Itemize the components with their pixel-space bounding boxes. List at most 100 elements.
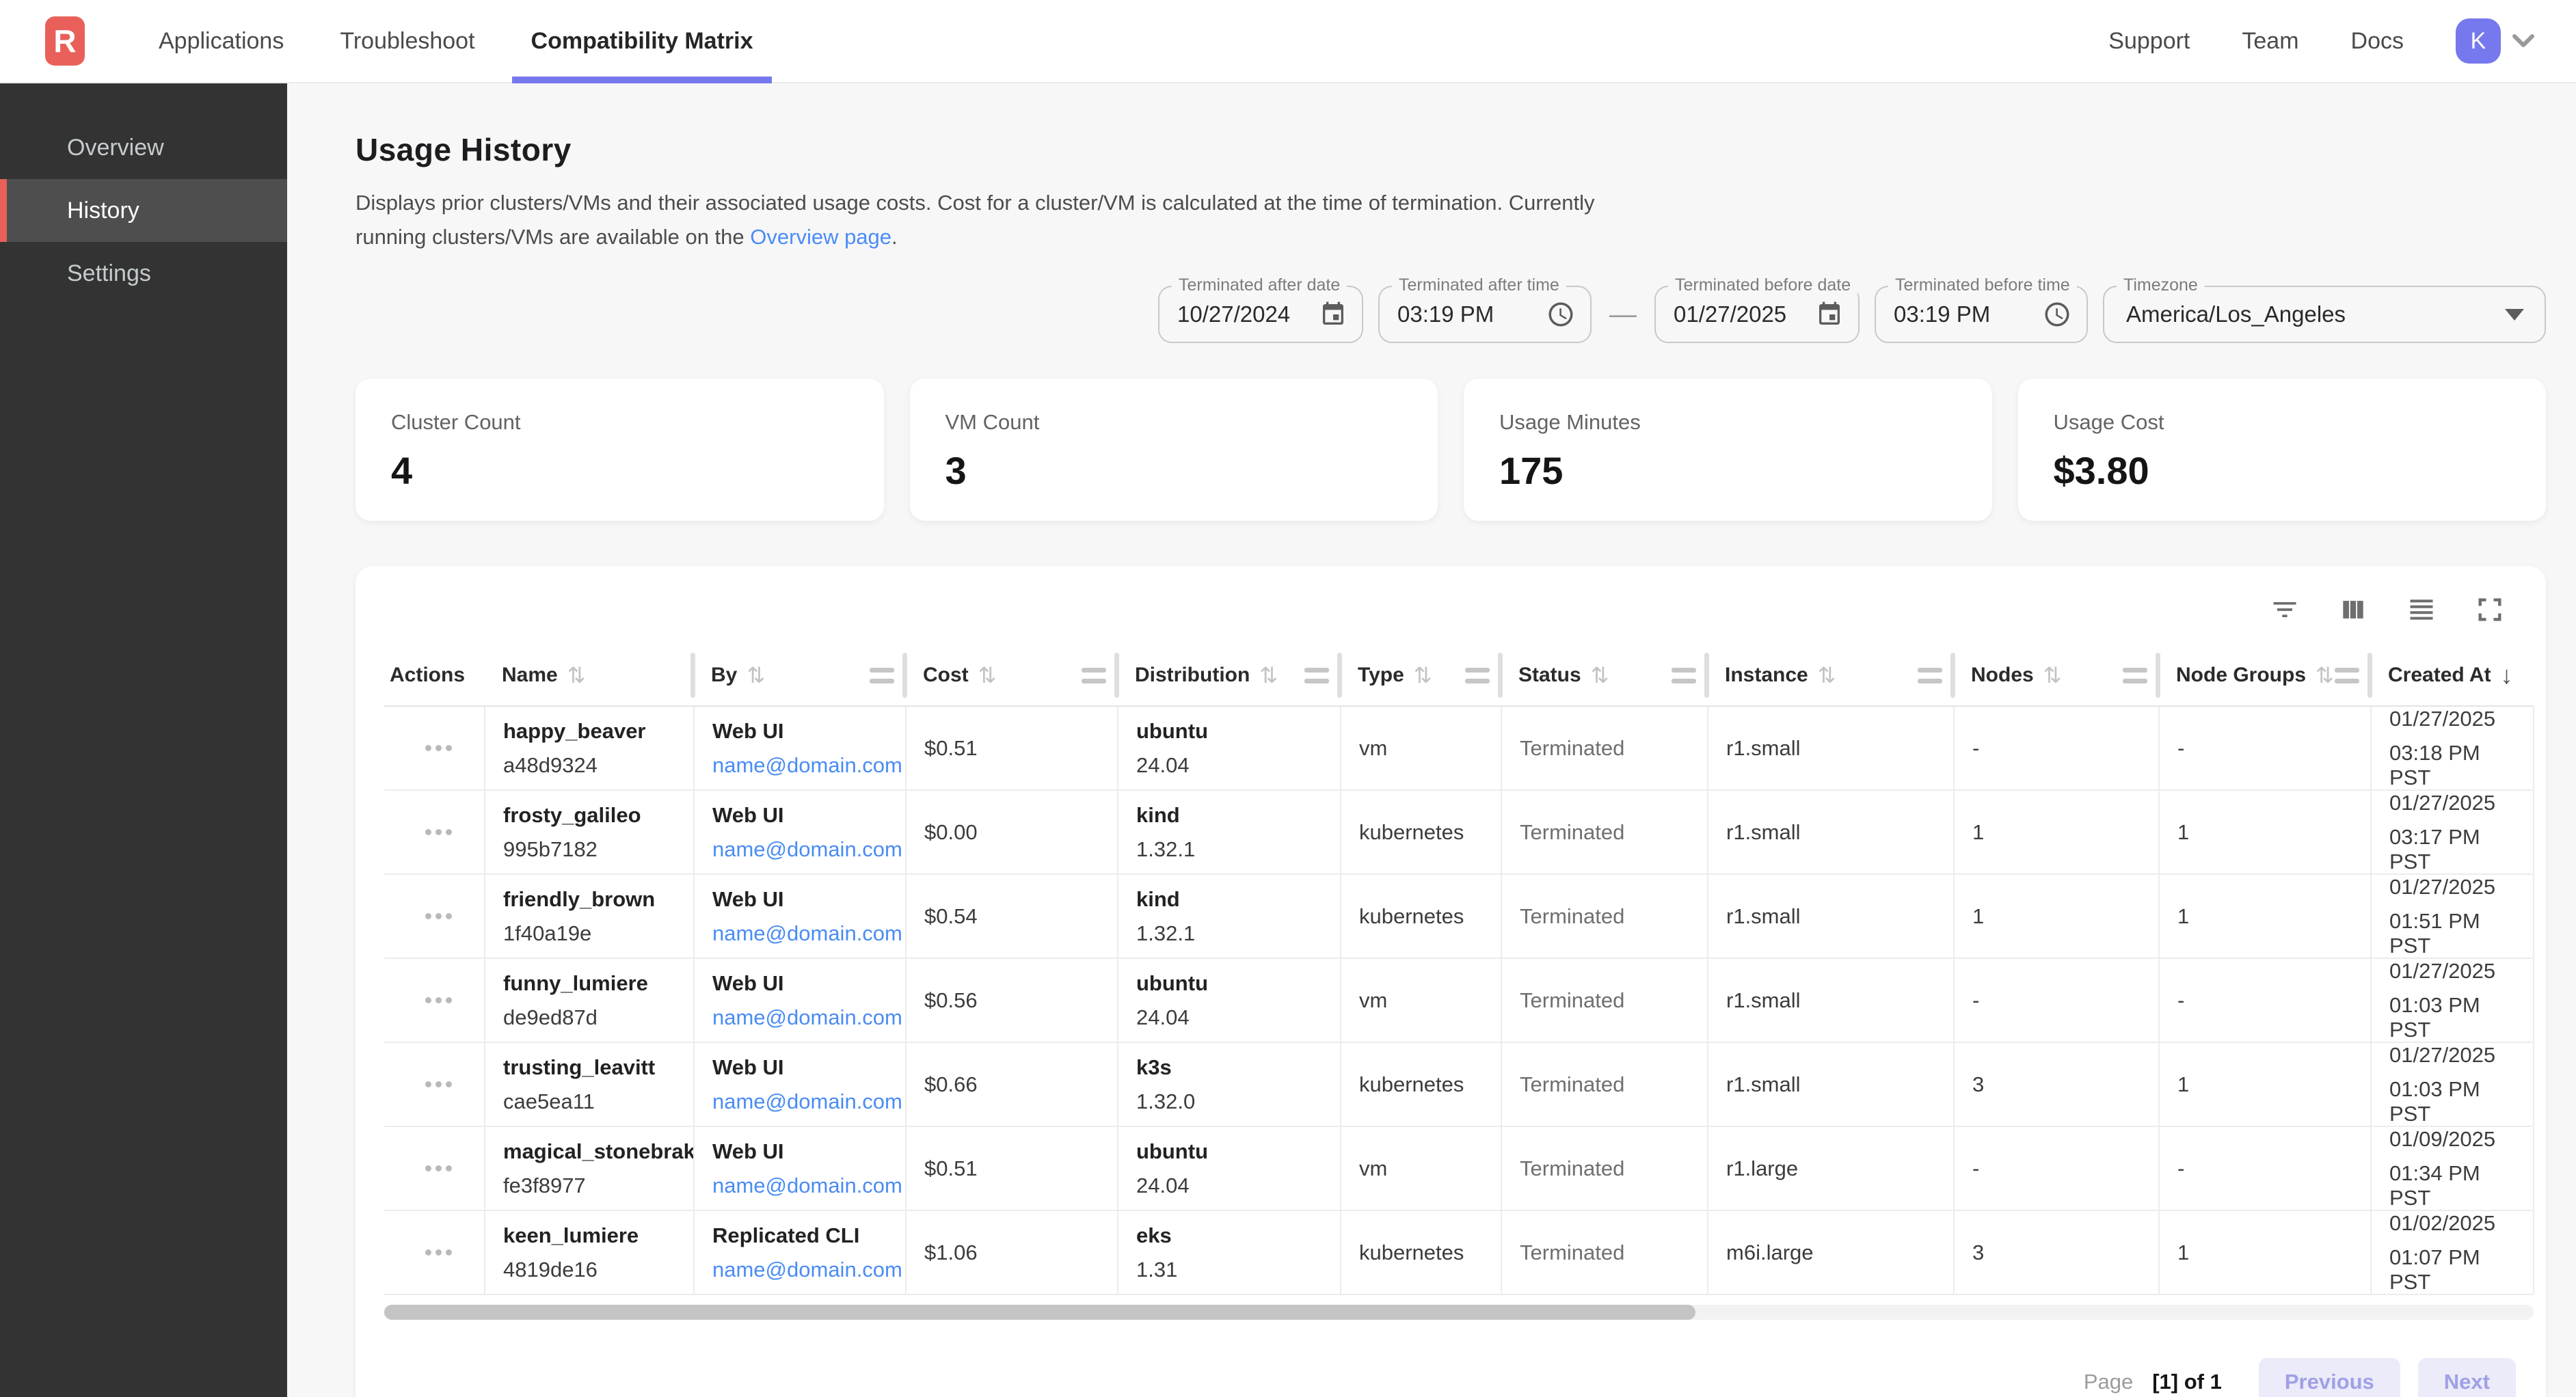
column-menu-icon[interactable] — [1082, 668, 1106, 683]
sort-icon[interactable]: ⇅ — [747, 662, 765, 688]
status-cell: Terminated — [1501, 875, 1707, 958]
created-date: 01/09/2025 — [2389, 1127, 2523, 1152]
sort-icon[interactable]: ⇅ — [1414, 662, 1432, 688]
previous-button[interactable]: Previous — [2259, 1358, 2400, 1397]
density-icon[interactable] — [2406, 595, 2437, 625]
sidebar-item[interactable]: Overview — [0, 116, 287, 179]
column-header[interactable]: Cost ⇅ — [905, 645, 1117, 705]
row-actions-icon[interactable] — [425, 913, 452, 919]
status-cell: Terminated — [1501, 1127, 1707, 1210]
nav-item[interactable]: Team — [2242, 28, 2298, 55]
nav-item[interactable]: Docs — [2351, 28, 2404, 55]
time-value[interactable]: 03:19 PM — [1397, 301, 1534, 327]
date-value[interactable]: 10/27/2024 — [1177, 301, 1307, 327]
sort-icon[interactable]: ↓ — [2501, 661, 2513, 690]
row-actions-icon[interactable] — [425, 745, 452, 751]
row-actions-icon[interactable] — [425, 997, 452, 1003]
date-value[interactable]: 01/27/2025 — [1674, 301, 1803, 327]
sort-icon[interactable]: ⇅ — [978, 662, 997, 688]
chevron-down-icon[interactable] — [2512, 33, 2535, 49]
sort-icon[interactable]: ⇅ — [1591, 662, 1609, 688]
column-header[interactable]: Created At ↓ — [2370, 645, 2534, 705]
column-menu-icon[interactable] — [1918, 668, 1942, 683]
pagination: Page [1] of 1 Previous Next — [384, 1358, 2534, 1397]
next-button[interactable]: Next — [2418, 1358, 2516, 1397]
distribution-name: kind — [1136, 887, 1330, 912]
sort-icon[interactable]: ⇅ — [567, 662, 586, 688]
sidebar-item[interactable]: History — [0, 179, 287, 242]
fullscreen-icon[interactable] — [2475, 595, 2505, 625]
column-menu-icon[interactable] — [1304, 668, 1329, 683]
column-menu-icon[interactable] — [2335, 668, 2359, 683]
terminated-before-time-field[interactable]: Terminated before time 03:19 PM — [1875, 286, 2088, 343]
cluster-id: fe3f8977 — [503, 1174, 684, 1198]
created-by-email-link[interactable]: name@domain.com — [712, 753, 896, 778]
filter-icon[interactable] — [2270, 595, 2300, 625]
sort-icon[interactable]: ⇅ — [2316, 662, 2334, 688]
clock-icon[interactable] — [1546, 300, 1575, 329]
stat-label: Usage Cost — [2054, 410, 2511, 435]
terminated-before-date-field[interactable]: Terminated before date 01/27/2025 — [1654, 286, 1860, 343]
distribution-cell: ubuntu 24.04 — [1117, 707, 1340, 789]
account-menu[interactable]: K — [2456, 18, 2535, 64]
brand-logo[interactable]: R — [45, 16, 85, 66]
dropdown-arrow-icon[interactable] — [2505, 309, 2524, 321]
column-menu-icon[interactable] — [870, 668, 894, 683]
sort-icon[interactable]: ⇅ — [1259, 662, 1278, 688]
column-menu-icon[interactable] — [1465, 668, 1490, 683]
row-actions-icon[interactable] — [425, 1249, 452, 1256]
distribution-version: 1.32.0 — [1136, 1089, 1330, 1114]
calendar-icon[interactable] — [1319, 301, 1347, 328]
calendar-icon[interactable] — [1816, 301, 1843, 328]
timezone-select[interactable]: Timezone America/Los_Angeles — [2103, 286, 2546, 343]
table-row: funny_lumiere de9ed87d Web UI name@domai… — [384, 959, 2534, 1043]
overview-page-link[interactable]: Overview page — [750, 225, 891, 249]
horizontal-scrollbar[interactable] — [384, 1305, 2534, 1320]
created-at-cell: 01/27/2025 01:03 PM PST — [2370, 1043, 2534, 1126]
sidebar-item[interactable]: Settings — [0, 242, 287, 305]
time-value[interactable]: 03:19 PM — [1894, 301, 2030, 327]
created-by-email-link[interactable]: name@domain.com — [712, 1174, 896, 1198]
stat-value: 3 — [945, 448, 1403, 493]
nav-item[interactable]: Applications — [139, 0, 303, 82]
column-header[interactable]: Name ⇅ — [484, 645, 693, 705]
table-row: frosty_galileo 995b7182 Web UI name@doma… — [384, 791, 2534, 875]
terminated-after-date-field[interactable]: Terminated after date 10/27/2024 — [1158, 286, 1363, 343]
row-actions-icon[interactable] — [425, 1081, 452, 1087]
timezone-value[interactable]: America/Los_Angeles — [2126, 301, 2505, 327]
scrollbar-thumb[interactable] — [384, 1305, 1695, 1320]
table-row: friendly_brown 1f40a19e Web UI name@doma… — [384, 875, 2534, 959]
created-time: 01:34 PM PST — [2389, 1161, 2523, 1210]
actions-cell — [384, 1211, 484, 1294]
column-header[interactable]: Node Groups ⇅ — [2158, 645, 2370, 705]
created-by-email-link[interactable]: name@domain.com — [712, 921, 896, 946]
created-by-email-link[interactable]: name@domain.com — [712, 1089, 896, 1114]
column-menu-icon[interactable] — [2123, 668, 2147, 683]
sort-icon[interactable]: ⇅ — [2043, 662, 2062, 688]
sort-icon[interactable]: ⇅ — [1818, 662, 1836, 688]
nav-item[interactable]: Troubleshoot — [321, 0, 494, 82]
terminated-after-time-field[interactable]: Terminated after time 03:19 PM — [1378, 286, 1592, 343]
name-cell: happy_beaver a48d9324 — [484, 707, 693, 789]
column-header[interactable]: Instance ⇅ — [1707, 645, 1953, 705]
columns-icon[interactable] — [2338, 595, 2368, 625]
created-by-email-link[interactable]: name@domain.com — [712, 1258, 896, 1282]
column-header[interactable]: Nodes ⇅ — [1953, 645, 2158, 705]
created-by-email-link[interactable]: name@domain.com — [712, 1005, 896, 1030]
column-header[interactable]: Type ⇅ — [1340, 645, 1501, 705]
row-actions-icon[interactable] — [425, 1165, 452, 1171]
created-by-email-link[interactable]: name@domain.com — [712, 837, 896, 862]
column-menu-icon[interactable] — [1672, 668, 1696, 683]
nav-item[interactable]: Compatibility Matrix — [512, 0, 773, 82]
column-header[interactable]: By ⇅ — [693, 645, 905, 705]
column-header[interactable]: Distribution ⇅ — [1117, 645, 1340, 705]
distribution-cell: ubuntu 24.04 — [1117, 959, 1340, 1042]
avatar[interactable]: K — [2456, 18, 2501, 64]
column-header[interactable]: Status ⇅ — [1501, 645, 1707, 705]
nav-item[interactable]: Support — [2108, 28, 2190, 55]
row-actions-icon[interactable] — [425, 829, 452, 835]
column-header[interactable]: Actions — [384, 645, 484, 705]
cluster-id: cae5ea11 — [503, 1089, 684, 1114]
nav-item-label: Applications — [159, 28, 284, 55]
clock-icon[interactable] — [2043, 300, 2071, 329]
